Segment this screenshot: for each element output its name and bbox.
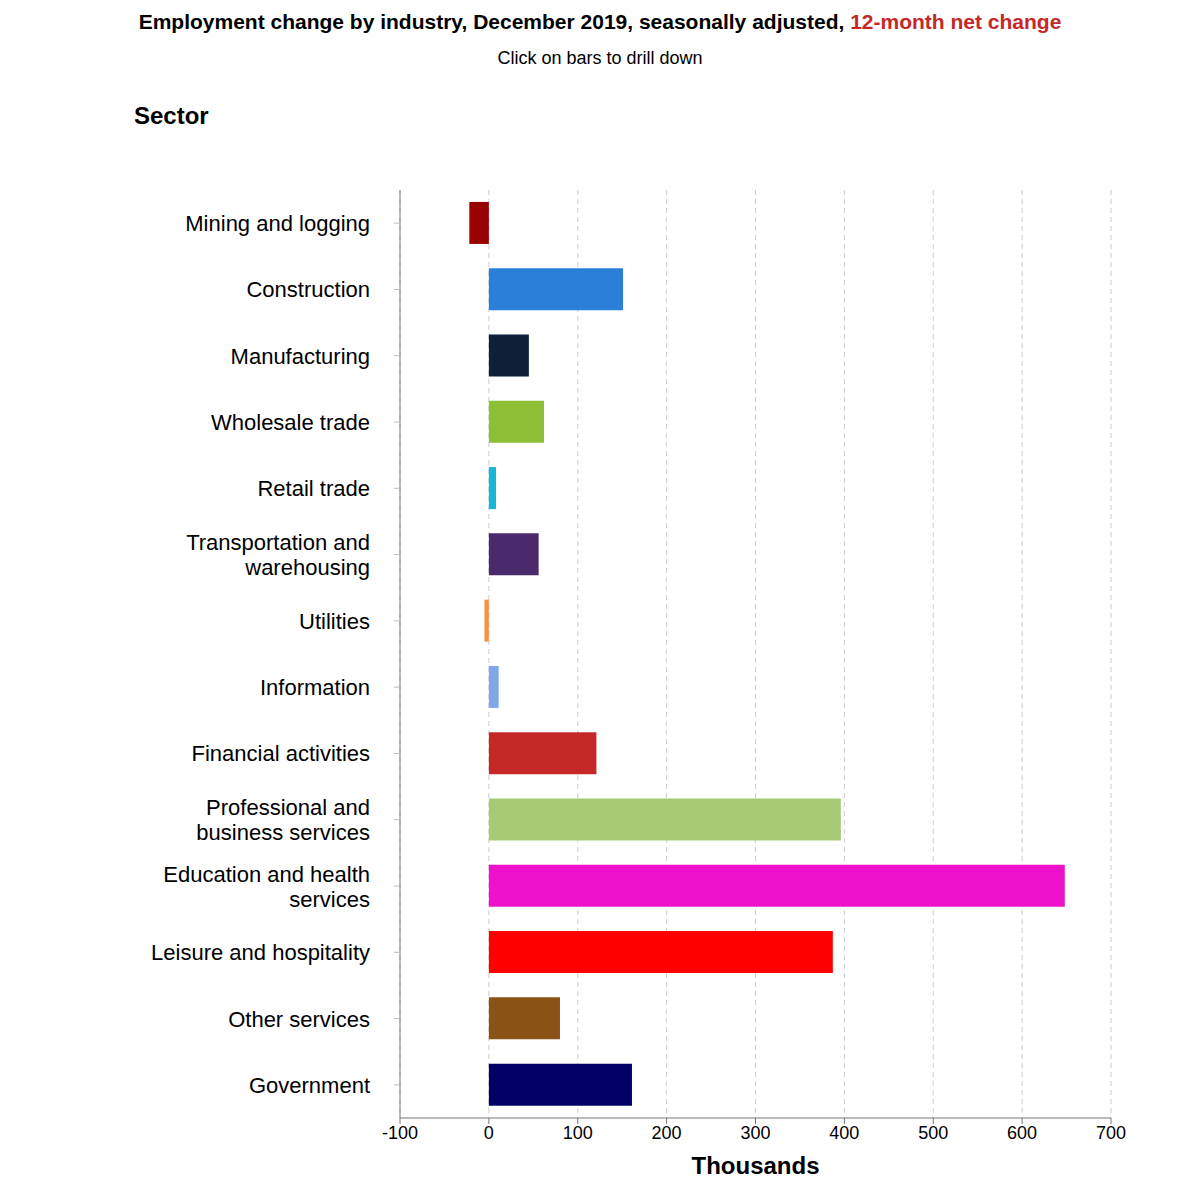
html-text:Click on bars to drill down: Click on bars to drill down: [497, 48, 703, 68]
html-text:Sector: Sector: [134, 102, 209, 129]
svg-text:100: 100: [563, 1123, 593, 1143]
svg-text:0: 0: [484, 1123, 494, 1143]
svg-text:200: 200: [652, 1123, 682, 1143]
svg-text:Information: Information: [260, 675, 370, 700]
svg-text:300: 300: [740, 1123, 770, 1143]
svg-text:700: 700: [1096, 1123, 1126, 1143]
svg-text:Construction: Construction: [246, 277, 370, 302]
svg-text:Wholesale trade: Wholesale trade: [211, 410, 370, 435]
svg-text:500: 500: [918, 1123, 948, 1143]
svg-text:400: 400: [829, 1123, 859, 1143]
svg-text:Utilities: Utilities: [299, 608, 370, 633]
svg-text:-100: -100: [382, 1123, 418, 1143]
html-text:Employment change by industry,: Employment change by industry, December …: [138, 10, 1062, 33]
svg-text:600: 600: [1007, 1123, 1037, 1143]
svg-text:Manufacturing: Manufacturing: [231, 343, 370, 368]
svg-text:Mining and logging: Mining and logging: [185, 211, 370, 236]
svg-text:Retail trade: Retail trade: [257, 476, 370, 501]
svg-text:Education and healthservices: Education and healthservices: [163, 861, 370, 911]
svg-text:Government: Government: [249, 1072, 370, 1097]
svg-text:Leisure and hospitality: Leisure and hospitality: [151, 940, 370, 965]
svg-text:Thousands: Thousands: [691, 1152, 819, 1179]
svg-text:Professional andbusiness servi: Professional andbusiness services: [196, 795, 370, 845]
svg-text:Financial activities: Financial activities: [191, 741, 370, 766]
svg-text:Transportation andwarehousing: Transportation andwarehousing: [186, 530, 370, 580]
svg-text:Other services: Other services: [228, 1006, 370, 1031]
